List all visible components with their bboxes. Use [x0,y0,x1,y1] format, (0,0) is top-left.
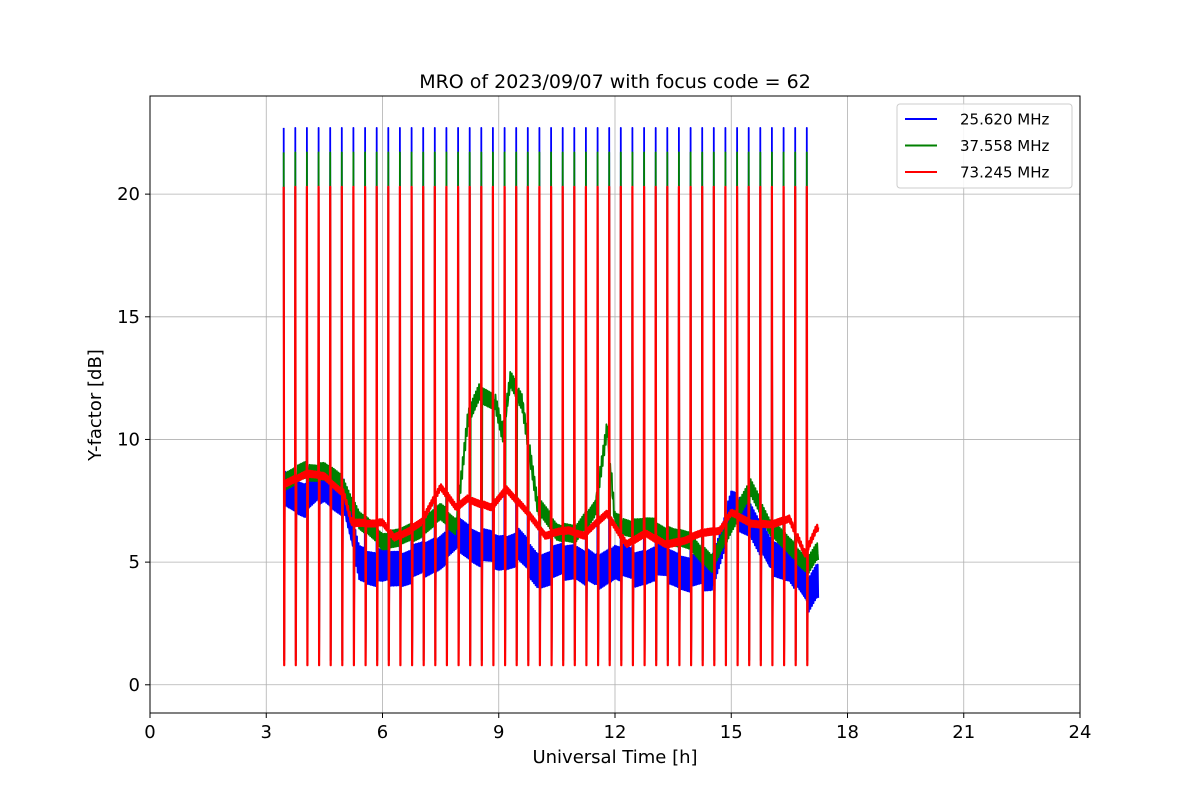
y-tick-label: 5 [129,552,140,573]
y-axis-title: Y-factor [dB] [85,349,106,462]
x-tick-label: 18 [836,722,859,743]
legend: 25.620 MHz 37.558 MHz 73.245 MHz [896,103,1073,189]
x-tick-label: 3 [261,722,272,743]
legend-label: 73.245 MHz [960,164,1049,182]
y-tick-label: 10 [117,429,140,450]
plot-frame [149,95,1081,714]
x-tick-label: 6 [377,722,388,743]
y-axis-ticks: 0 5 10 15 20 [117,184,150,696]
chart-title: MRO of 2023/09/07 with focus code = 62 [419,71,811,93]
y-tick-label: 20 [117,184,140,205]
legend-label: 25.620 MHz [960,111,1049,129]
legend-label: 37.558 MHz [960,137,1049,155]
x-tick-label: 24 [1069,722,1092,743]
y-tick-label: 15 [117,307,140,328]
x-tick-label: 0 [144,722,155,743]
x-tick-label: 15 [720,722,743,743]
x-tick-label: 12 [604,722,627,743]
legend-box [896,103,1073,189]
plot-series [282,127,820,667]
y-tick-label: 0 [129,675,140,696]
x-tick-label: 9 [493,722,504,743]
x-tick-label: 21 [952,722,975,743]
x-axis-title: Universal Time [h] [532,747,697,768]
series-line [282,185,820,667]
x-axis-ticks: 0 3 6 9 12 15 18 21 24 [144,713,1091,743]
